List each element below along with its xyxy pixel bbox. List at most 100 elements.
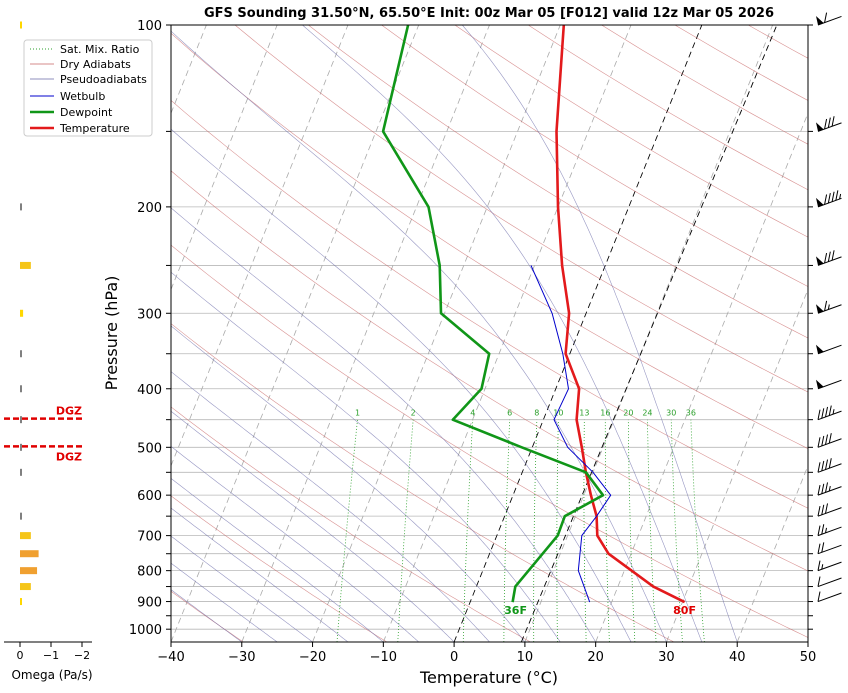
barb-full [825,482,829,493]
dgz-bottom-label: DGZ [56,450,82,463]
barb-half [827,304,830,310]
omega-bars [20,21,39,606]
omega-bar [20,550,39,558]
pseudoadiabat [171,325,526,642]
pseudoadiabat [462,25,738,642]
barb-full [831,116,835,127]
omega-tick-label: −1 [43,649,59,662]
mixing-ratio-line [462,419,474,642]
omega-bar [20,443,22,451]
omega-bar [20,203,22,211]
y-tick-label: 1000 [129,623,162,638]
legend-label-temperature: Temperature [59,122,130,135]
mixing-ratio-line [336,419,358,642]
barb-half [821,564,824,570]
wind-barb [817,482,842,496]
barb-full [821,504,825,515]
isotherm [736,464,808,642]
barb-shaft [817,122,842,132]
barb-shaft [817,507,842,517]
barb-shaft [817,344,842,355]
barb-full [817,560,821,571]
dry-adiabat [171,323,675,642]
barb-full [824,118,828,130]
mixing-ratio-label: 30 [666,409,676,418]
isotherm [666,288,808,642]
y-tick-label: 700 [137,530,162,545]
pseudoadiabat [171,478,384,642]
barb-full [825,434,829,445]
omega-bar [20,468,22,476]
pseudoadiabat [171,410,455,642]
barb-full [817,437,821,448]
omega-bar [20,416,22,424]
barb-flag [816,197,824,207]
barb-flag [816,16,824,25]
dry-adiabat [171,99,808,509]
barb-full [821,408,825,419]
barb-full [824,12,828,23]
wind-barb [817,576,842,588]
barb-full [827,117,831,128]
mixing-ratio-label: 24 [642,409,652,418]
reference-dashed-line [520,25,778,642]
x-tick-label: 0 [450,650,458,665]
pseudoadiabat [171,30,667,642]
mixing-ratio-label: 8 [534,409,539,418]
dry-adiabat [308,25,808,339]
barb-full [817,591,821,602]
barb-full [817,506,821,517]
dry-adiabat [171,244,808,638]
barb-half [828,485,831,492]
barb-full [817,485,821,496]
pseudoadiabat [171,562,278,642]
barb-full [831,191,835,202]
barb-full [831,250,835,261]
omega-tick-label: −2 [74,649,90,662]
mixing-ratio-label: 4 [470,409,475,418]
x-tick-label: −20 [299,650,326,665]
barb-full [821,460,825,472]
barb-full [817,409,821,420]
barb-half [839,193,842,200]
omega-bar [20,532,31,540]
barb-half [825,527,828,533]
barb-full [828,458,832,469]
adiabat-lines [171,25,808,642]
isotherm [241,25,490,642]
omega-bar [20,261,31,269]
barb-flag [816,344,824,354]
y-axis-ticks: 100 200 300 400 500 600 700 800 900 1000 [129,19,813,638]
omega-bar [20,512,22,520]
wind-barb [816,12,842,26]
y-tick-label: 500 [137,441,162,456]
y-tick-label: 200 [137,201,162,216]
barb-full [817,462,821,473]
barb-full [827,251,831,262]
plot-frame [170,24,809,643]
y-tick-label: 800 [137,565,162,580]
barb-full [827,193,831,204]
x-tick-label: −40 [157,650,184,665]
temperature-line [555,25,686,604]
barb-shaft [817,561,842,572]
barb-shaft [817,592,842,603]
wind-barb [817,524,842,537]
omega-bar [20,21,22,29]
barb-shaft [817,304,842,314]
wind-barbs [816,12,842,603]
dgz-markers: DGZ DGZ [4,405,82,463]
dgz-top-label: DGZ [56,405,82,418]
x-axis-ticks: −40 −30 −20 −10 0 10 20 30 40 50 [157,642,816,665]
mixing-ratio-line [627,419,636,642]
pseudoadiabat [171,446,419,642]
wetbulb-line [530,265,612,603]
mixing-ratio-label: 10 [553,409,563,418]
wind-barb [816,300,842,314]
pseudoadiabat [171,589,242,642]
pseudoadiabat [171,271,561,642]
x-tick-label: 30 [658,650,675,665]
barb-full [817,576,821,587]
barb-full [821,524,825,535]
